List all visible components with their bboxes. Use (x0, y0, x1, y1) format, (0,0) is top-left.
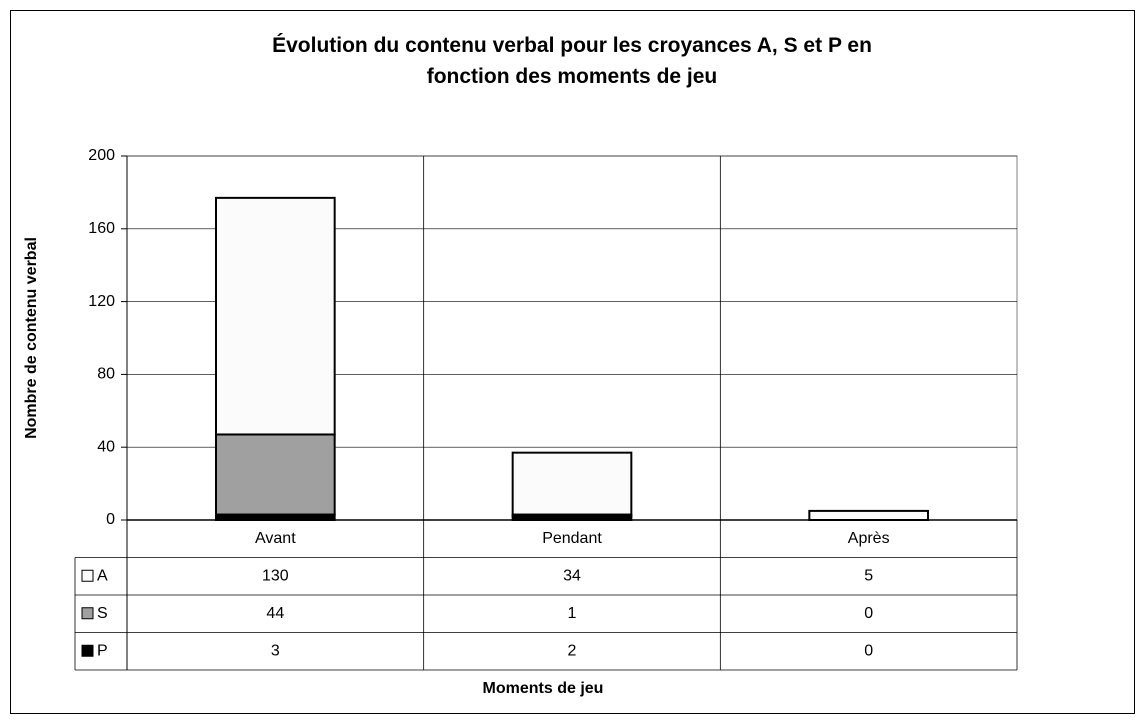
legend-key (81, 607, 94, 620)
legend-label: A (97, 567, 108, 584)
x-tick-label: Avant (255, 530, 296, 547)
y-tick-label: 160 (88, 220, 115, 237)
x-tick-label: Pendant (542, 530, 602, 547)
bar-segment (808, 509, 929, 521)
x-tick-label: Après (848, 530, 890, 547)
table-cell: 0 (864, 642, 873, 659)
x-axis-label: Moments de jeu (483, 680, 604, 697)
table-cell: 130 (262, 567, 289, 584)
bar-segment (511, 451, 633, 516)
bar-segment (215, 433, 336, 516)
y-tick-label: 200 (88, 147, 115, 164)
chart-title: Évolution du contenu verbal pour les cro… (272, 34, 872, 88)
table-cell: 2 (568, 642, 577, 659)
table-cell: 34 (563, 567, 581, 584)
y-axis-label: Nombre de contenu verbal (23, 237, 40, 439)
table-cell: 1 (568, 605, 577, 622)
y-tick-label: 120 (88, 293, 115, 310)
table-cell: 0 (864, 605, 873, 622)
bar-segment (215, 196, 336, 436)
legend-key (81, 644, 94, 657)
y-tick-label: 0 (106, 511, 115, 528)
table-cell: 44 (266, 605, 284, 622)
table-cell: 3 (271, 642, 280, 659)
legend-label: P (97, 642, 108, 659)
legend-label: S (97, 605, 108, 622)
y-tick-label: 80 (97, 366, 115, 383)
table-cell: 5 (864, 567, 873, 584)
legend-key (81, 569, 94, 582)
y-tick-label: 40 (97, 438, 115, 455)
